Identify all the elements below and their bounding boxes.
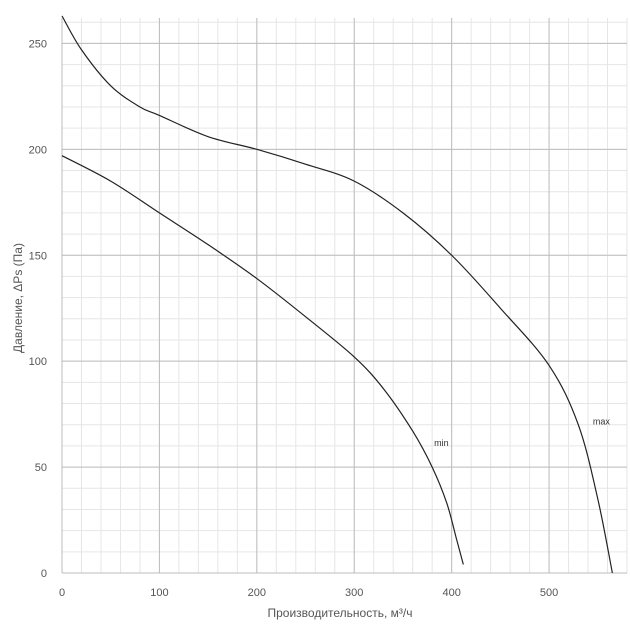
y-tick-label: 250 [29, 38, 47, 50]
series-layer [61, 15, 613, 574]
x-tick-label: 400 [442, 587, 460, 599]
x-axis-label: Производительность, м³/ч [268, 606, 413, 620]
y-axis-label: Давление, ΔPs (Па) [11, 243, 25, 353]
y-tick-label: 100 [29, 356, 47, 368]
annotation-layer: max min [434, 417, 610, 448]
x-axis-ticks: 0 100 200 300 400 500 [59, 587, 558, 599]
x-tick-label: 300 [345, 587, 363, 599]
x-tick-label: 100 [150, 587, 168, 599]
major-grid [61, 18, 627, 574]
curve-label-min: min [434, 438, 449, 448]
curve-label-max: max [593, 417, 611, 427]
y-tick-label: 200 [29, 144, 47, 156]
y-tick-label: 150 [29, 250, 47, 262]
series-line-max [61, 15, 613, 574]
x-tick-label: 500 [540, 587, 558, 599]
x-tick-label: 0 [59, 587, 65, 599]
y-axis-ticks: 0 50 100 150 200 250 [29, 38, 47, 580]
y-tick-label: 0 [41, 568, 47, 580]
x-tick-label: 200 [248, 587, 266, 599]
minor-grid [61, 18, 628, 574]
y-tick-label: 50 [35, 462, 47, 474]
series-line-min [61, 155, 464, 565]
